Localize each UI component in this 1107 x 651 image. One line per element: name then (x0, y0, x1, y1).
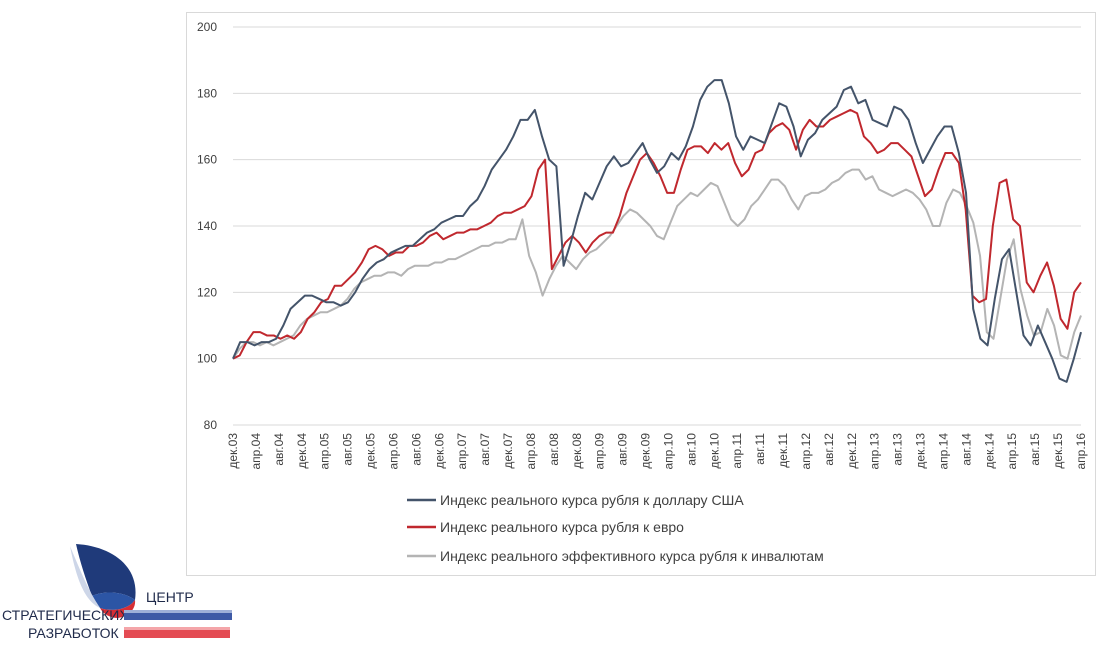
x-tick-label: авг.08 (547, 433, 561, 466)
csr-logo: ЦЕНТР СТРАТЕГИЧЕСКИХ РАЗРАБОТОК (2, 544, 232, 641)
y-tick-label: 180 (197, 86, 217, 100)
x-tick-label: апр.16 (1074, 433, 1088, 470)
y-tick-label: 140 (197, 219, 217, 233)
x-tick-label: авг.04 (272, 433, 286, 466)
logo-bar-red (124, 627, 230, 638)
series-line-2 (232, 108, 1082, 360)
y-tick-label: 200 (197, 20, 217, 34)
x-tick-label: авг.07 (478, 433, 492, 466)
x-tick-label: апр.05 (318, 433, 332, 470)
logo-bar-grey (124, 610, 232, 613)
x-tick-label: дек.07 (501, 433, 515, 469)
series-layer (232, 79, 1082, 383)
series-line-1 (232, 79, 1082, 383)
x-tick-label: дек.06 (432, 433, 446, 469)
x-tick-label: авг.14 (959, 433, 973, 466)
grid-layer (233, 26, 1081, 426)
x-tick-label: авг.13 (891, 433, 905, 466)
logo-bar-blue (124, 610, 232, 620)
x-tick-label: дек.11 (776, 433, 790, 468)
x-tick-label: авг.10 (684, 433, 698, 466)
x-tick-label: дек.05 (364, 433, 378, 469)
x-axis-tick-labels: дек.03 апр.04 авг.04 дек.04 апр.05 авг.05 дек.… (226, 433, 1088, 470)
y-tick-label: 100 (197, 352, 217, 366)
x-tick-label: апр.08 (524, 433, 538, 470)
y-tick-label: 120 (197, 285, 217, 299)
chart-frame (186, 12, 1096, 576)
y-tick-label: 160 (197, 153, 217, 167)
x-tick-label: авг.15 (1028, 433, 1042, 466)
x-tick-label: апр.12 (799, 433, 813, 470)
logo-text-strategic: СТРАТЕГИЧЕСКИХ (2, 607, 129, 623)
x-tick-label: дек.12 (845, 433, 859, 469)
x-tick-label: апр.15 (1005, 433, 1019, 470)
y-tick-label: 80 (204, 418, 218, 432)
x-tick-label: дек.10 (707, 433, 721, 469)
x-tick-label: дек.13 (914, 433, 928, 469)
logo-bar-pink (124, 627, 230, 630)
x-tick-label: апр.14 (936, 433, 950, 470)
y-axis-tick-labels: 80 100 120 140 160 180 200 (197, 20, 217, 432)
x-tick-label: дек.04 (295, 433, 309, 469)
x-tick-label: авг.09 (616, 433, 630, 466)
series-line-3 (232, 168, 1082, 360)
logo-text-center: ЦЕНТР (146, 589, 194, 605)
x-tick-label: апр.13 (868, 433, 882, 470)
legend-label-3: Индекс реального эффективного курса рубл… (440, 548, 824, 564)
legend-label-2: Индекс реального курса рубля к евро (440, 519, 684, 535)
x-tick-label: апр.07 (455, 433, 469, 470)
x-tick-label: дек.14 (982, 433, 996, 469)
x-tick-label: дек.09 (639, 433, 653, 469)
legend: Индекс реального курса рубля к доллару С… (407, 492, 824, 564)
x-tick-label: авг.11 (753, 433, 767, 465)
x-tick-label: дек.03 (226, 433, 240, 469)
logo-text-developments: РАЗРАБОТОК (28, 625, 120, 641)
x-tick-label: апр.06 (386, 433, 400, 470)
x-tick-label: апр.04 (249, 433, 263, 470)
x-tick-label: апр.11 (730, 433, 744, 469)
x-tick-label: дек.08 (570, 433, 584, 469)
x-tick-label: апр.10 (661, 433, 675, 470)
x-tick-label: дек.15 (1051, 433, 1065, 469)
x-tick-label: авг.05 (341, 433, 355, 466)
legend-label-1: Индекс реального курса рубля к доллару С… (440, 492, 744, 508)
x-tick-label: авг.06 (409, 433, 423, 466)
x-tick-label: авг.12 (822, 433, 836, 466)
x-tick-label: апр.09 (593, 433, 607, 470)
